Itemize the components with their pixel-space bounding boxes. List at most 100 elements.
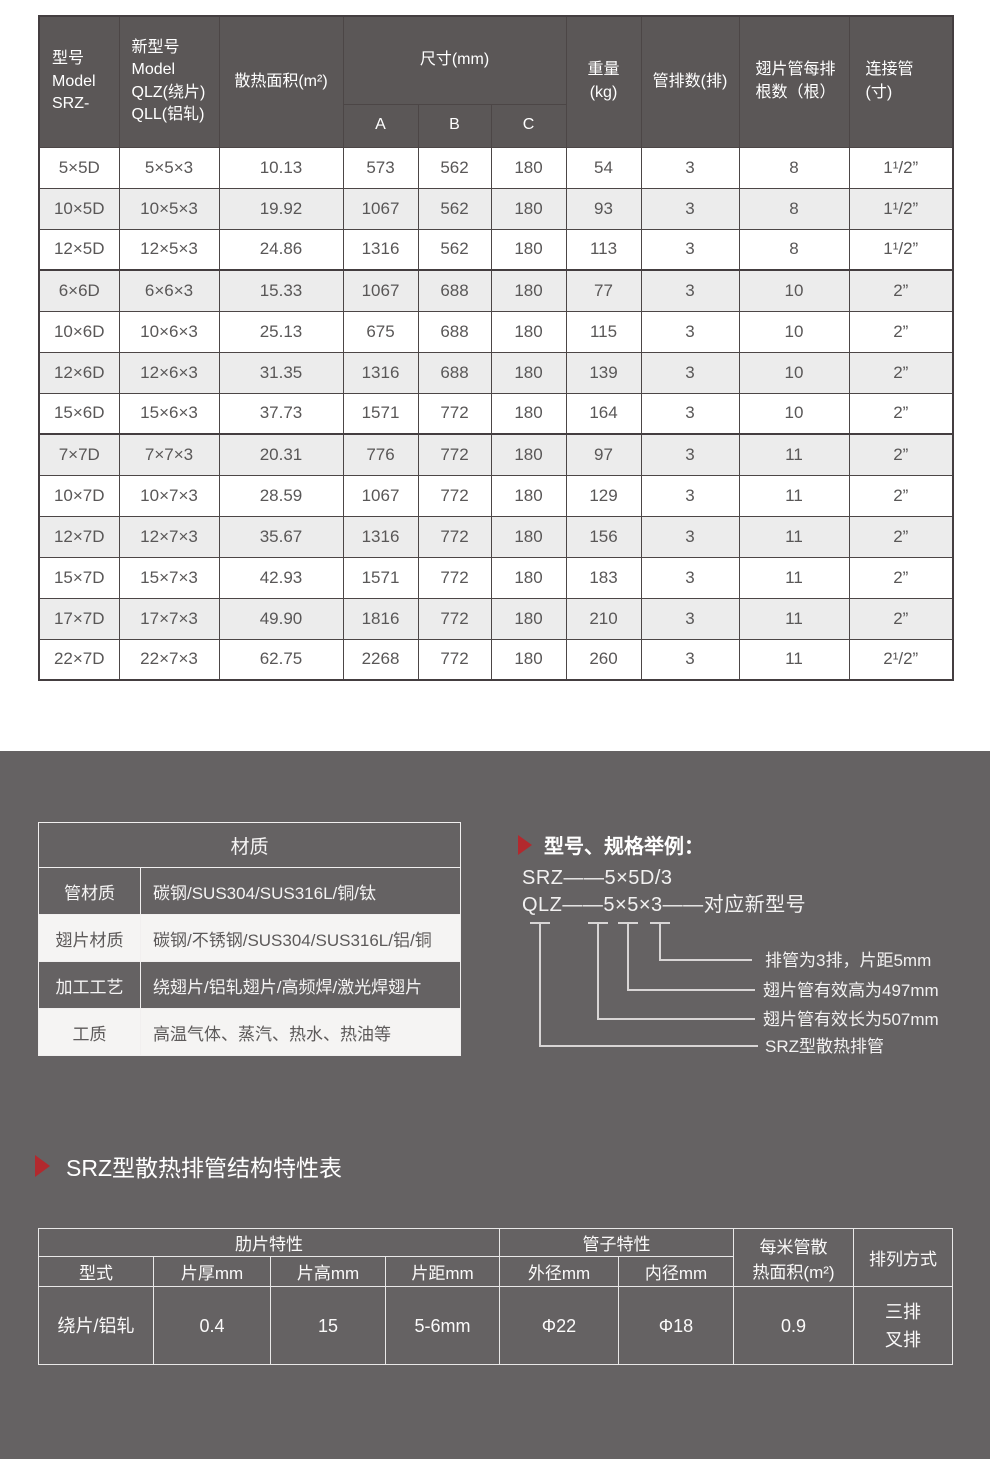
table-cell: 15.33 — [218, 269, 344, 312]
table-cell: 1816 — [342, 597, 419, 640]
table-cell: 12×6×3 — [118, 351, 220, 394]
table-cell: 113 — [565, 228, 642, 271]
col-header-area: 散热面积(m²) — [218, 15, 344, 148]
table-cell: 260 — [565, 638, 642, 681]
table-cell: 54 — [565, 146, 642, 189]
table-cell: 3 — [640, 146, 740, 189]
material-table: 材质 管材质 碳钢/SUS304/SUS316L/铜/钛 翅片材质 碳钢/不锈钢/SU… — [38, 822, 461, 1056]
table-cell: 3 — [640, 392, 740, 435]
table-cell: 772 — [417, 433, 492, 476]
example-model-line-srz: SRZ——5×5D/3 — [522, 867, 673, 889]
table-cell: 772 — [417, 474, 492, 517]
table-cell: 12×6D — [38, 351, 120, 394]
material-row-value: 碳钢/SUS304/SUS316L/铜/钛 — [140, 867, 461, 915]
table-cell: 62.75 — [218, 638, 344, 681]
table-cell: 11 — [738, 556, 850, 599]
col-header-connection: 连接管 (寸) — [848, 15, 954, 148]
feature-table: 肋片特性 管子特性 每米管散 热面积(m²) 排列方式 型式 片厚mm 片高mm… — [38, 1228, 953, 1365]
fin-pitch-header: 片距mm — [385, 1256, 500, 1287]
table-cell: 3 — [640, 474, 740, 517]
table-cell: 2” — [848, 310, 954, 353]
table-cell: 12×5D — [38, 228, 120, 271]
table-cell: 11 — [738, 433, 850, 476]
table-cell: 10 — [738, 392, 850, 435]
table-cell: 11 — [738, 515, 850, 558]
table-cell: 20.31 — [218, 433, 344, 476]
table-cell: 562 — [417, 146, 492, 189]
table-cell: 24.86 — [218, 228, 344, 271]
table-cell: 10×7×3 — [118, 474, 220, 517]
example-title-text: 型号、规格举例： — [544, 836, 704, 858]
table-cell: 180 — [490, 638, 567, 681]
table-cell: 5×5D — [38, 146, 120, 189]
spec-table: 型号 Model SRZ- 新型号 Model QLZ(绕片) QLL(铝轧) … — [38, 15, 954, 681]
table-cell: 28.59 — [218, 474, 344, 517]
table-cell: 772 — [417, 556, 492, 599]
table-cell: 8 — [738, 228, 850, 271]
table-cell: 3 — [640, 556, 740, 599]
table-cell: 1067 — [342, 474, 419, 517]
table-row: 15×6D 15×6×3 37.73 1571 772 180 164 3 10 2” — [38, 392, 954, 435]
table-cell: 3 — [640, 310, 740, 353]
table-cell: 772 — [417, 597, 492, 640]
table-cell: 3 — [640, 228, 740, 271]
table-cell: 772 — [417, 638, 492, 681]
table-cell: 7×7D — [38, 433, 120, 476]
table-cell: 31.35 — [218, 351, 344, 394]
material-row-value: 绕翅片/铝轧翅片/高频焊/激光焊翅片 — [140, 961, 461, 1009]
inner-diameter-value: Φ18 — [618, 1286, 734, 1365]
table-cell: 2” — [848, 556, 954, 599]
table-cell: 49.90 — [218, 597, 344, 640]
table-row: 6×6D 6×6×3 15.33 1067 688 180 77 3 10 2” — [38, 269, 954, 312]
per-meter-header: 每米管散 热面积(m²) — [733, 1228, 854, 1287]
table-cell: 15×6×3 — [118, 392, 220, 435]
table-row: 10×5D 10×5×3 19.92 1067 562 180 93 3 8 1¹/2” — [38, 187, 954, 230]
red-triangle-icon — [518, 834, 532, 855]
material-row: 加工工艺 绕翅片/铝轧翅片/高频焊/激光焊翅片 — [38, 961, 461, 1009]
feature-data-row: 绕片/铝轧 0.4 15 5-6mm Φ22 Φ18 0.9 三排 叉排 — [38, 1286, 953, 1365]
table-cell: 10×6×3 — [118, 310, 220, 353]
table-cell: 573 — [342, 146, 419, 189]
table-cell: 115 — [565, 310, 642, 353]
table-cell: 1571 — [342, 556, 419, 599]
material-row-label: 翅片材质 — [38, 914, 141, 962]
col-header-tube-rows: 管排数(排) — [640, 15, 740, 148]
table-row: 15×7D 15×7×3 42.93 1571 772 180 183 3 11 2” — [38, 556, 954, 599]
table-cell: 17×7×3 — [118, 597, 220, 640]
table-row: 10×7D 10×7×3 28.59 1067 772 180 129 3 11 2” — [38, 474, 954, 517]
table-cell: 2268 — [342, 638, 419, 681]
table-cell: 688 — [417, 310, 492, 353]
table-cell: 15×7D — [38, 556, 120, 599]
table-cell: 180 — [490, 392, 567, 435]
callout-label: 翅片管有效高为497mm — [763, 981, 939, 1000]
material-row: 管材质 碳钢/SUS304/SUS316L/铜/钛 — [38, 867, 461, 915]
table-cell: 10 — [738, 351, 850, 394]
connector-line — [597, 922, 755, 1020]
connector-line — [659, 922, 752, 961]
table-cell: 15×7×3 — [118, 556, 220, 599]
material-table-body: 管材质 碳钢/SUS304/SUS316L/铜/钛 翅片材质 碳钢/不锈钢/SUS30… — [38, 867, 461, 1056]
col-header-weight: 重量 (kg) — [565, 15, 642, 148]
table-cell: 180 — [490, 310, 567, 353]
table-row: 10×6D 10×6×3 25.13 675 688 180 115 3 10 2” — [38, 310, 954, 353]
table-cell: 180 — [490, 515, 567, 558]
fin-thickness-header: 片厚mm — [153, 1256, 271, 1287]
table-cell: 1571 — [342, 392, 419, 435]
table-cell: 2” — [848, 515, 954, 558]
table-cell: 8 — [738, 146, 850, 189]
fin-group-header: 肋片特性 — [38, 1228, 500, 1257]
material-table-title: 材质 — [38, 822, 461, 868]
table-cell: 562 — [417, 228, 492, 271]
table-cell: 8 — [738, 187, 850, 230]
table-cell: 10×5D — [38, 187, 120, 230]
table-cell: 3 — [640, 515, 740, 558]
table-cell: 2” — [848, 433, 954, 476]
table-row: 5×5D 5×5×3 10.13 573 562 180 54 3 8 1¹/2” — [38, 146, 954, 189]
arrangement-header: 排列方式 — [853, 1228, 953, 1287]
table-cell: 6×6D — [38, 269, 120, 312]
table-cell: 1067 — [342, 187, 419, 230]
table-cell: 180 — [490, 556, 567, 599]
table-cell: 180 — [490, 433, 567, 476]
table-row: 12×6D 12×6×3 31.35 1316 688 180 139 3 10 2” — [38, 351, 954, 394]
table-cell: 180 — [490, 351, 567, 394]
